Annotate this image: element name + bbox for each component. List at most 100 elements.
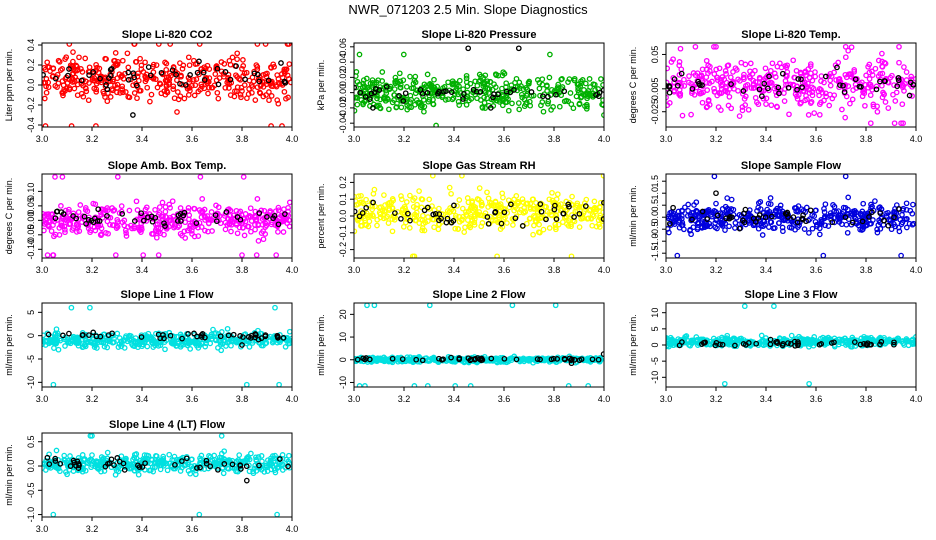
- data-point: [43, 76, 50, 82]
- data-point: [690, 224, 697, 231]
- y-tick-label: -0.2: [338, 242, 348, 258]
- data-point: [565, 79, 571, 85]
- data-point: [255, 222, 262, 229]
- data-point: [693, 334, 700, 340]
- data-point: [904, 216, 910, 222]
- data-points: [42, 304, 292, 387]
- data-point: [68, 123, 75, 127]
- data-point: [152, 76, 159, 83]
- x-tick-label: 4.0: [286, 265, 299, 275]
- data-point: [816, 92, 822, 99]
- data-point: [547, 209, 553, 215]
- y-tick-label: 0: [650, 342, 660, 347]
- data-point: [78, 77, 85, 84]
- data-point: [478, 73, 484, 80]
- data-point: [66, 86, 73, 93]
- data-point: [431, 216, 437, 223]
- data-point: [396, 92, 402, 99]
- data-point: [850, 87, 856, 93]
- data-point: [852, 215, 859, 222]
- data-point: [878, 338, 885, 345]
- data-point: [537, 356, 543, 363]
- data-point: [253, 252, 260, 258]
- data-point: [286, 199, 292, 206]
- data-point: [809, 92, 816, 99]
- data-point: [222, 69, 229, 75]
- data-point: [102, 463, 109, 470]
- plot-frame: [353, 302, 605, 388]
- data-point: [264, 214, 270, 220]
- data-point: [906, 220, 913, 227]
- data-point: [227, 61, 234, 68]
- data-point: [436, 211, 443, 217]
- data-point: [833, 77, 839, 83]
- data-point: [454, 202, 460, 209]
- data-point: [464, 195, 471, 201]
- data-point: [62, 226, 68, 233]
- data-point: [431, 76, 437, 83]
- data-point: [363, 196, 369, 203]
- data-point: [842, 82, 849, 88]
- y-tick-label: 0.05: [26, 197, 36, 215]
- data-point: [68, 336, 75, 343]
- data-point: [275, 204, 282, 211]
- data-point: [670, 218, 677, 224]
- y-tick-label: -0.1: [338, 225, 348, 241]
- data-point: [822, 73, 829, 80]
- data-point: [64, 215, 71, 222]
- data-point: [806, 343, 812, 350]
- data-point: [469, 198, 476, 204]
- data-point: [190, 57, 197, 64]
- data-point: [842, 114, 849, 121]
- data-point: [842, 54, 849, 61]
- data-point: [430, 101, 437, 108]
- data-point: [169, 67, 176, 73]
- data-point: [714, 74, 720, 81]
- data-point: [545, 100, 551, 107]
- data-point: [194, 333, 200, 340]
- data-point: [806, 230, 812, 236]
- data-point: [114, 81, 121, 88]
- data-point: [198, 224, 205, 230]
- data-point: [779, 342, 786, 349]
- data-point: [42, 227, 47, 234]
- data-point: [873, 83, 880, 90]
- data-point: [218, 450, 225, 457]
- data-point: [373, 79, 380, 86]
- data-point: [910, 201, 916, 208]
- x-tick-label: 3.2: [86, 265, 99, 275]
- data-point: [666, 84, 673, 90]
- data-point: [459, 174, 465, 179]
- data-point: [597, 212, 604, 219]
- data-point: [488, 200, 495, 206]
- data-point: [396, 70, 403, 77]
- data-point: [859, 215, 866, 222]
- data-point: [463, 209, 469, 215]
- data-point: [546, 196, 553, 203]
- data-point: [119, 83, 126, 90]
- data-point: [202, 227, 208, 234]
- data-point: [405, 210, 411, 217]
- data-point: [377, 214, 384, 221]
- data-point: [435, 226, 442, 233]
- data-point: [851, 339, 858, 345]
- data-point: [237, 462, 244, 469]
- data-point: [118, 203, 125, 209]
- data-point: [383, 214, 390, 221]
- data-point: [239, 65, 245, 72]
- data-point: [840, 82, 846, 89]
- data-point: [718, 107, 724, 113]
- data-point: [703, 79, 710, 86]
- data-point: [131, 225, 137, 232]
- data-point: [430, 211, 437, 218]
- data-point: [450, 208, 457, 215]
- data-point: [909, 341, 916, 347]
- data-point: [147, 72, 154, 79]
- data-point: [250, 468, 256, 475]
- data-point: [395, 358, 401, 365]
- plot-frame: [353, 42, 605, 128]
- data-point: [131, 461, 138, 468]
- data-point: [474, 196, 481, 202]
- data-point: [494, 253, 500, 258]
